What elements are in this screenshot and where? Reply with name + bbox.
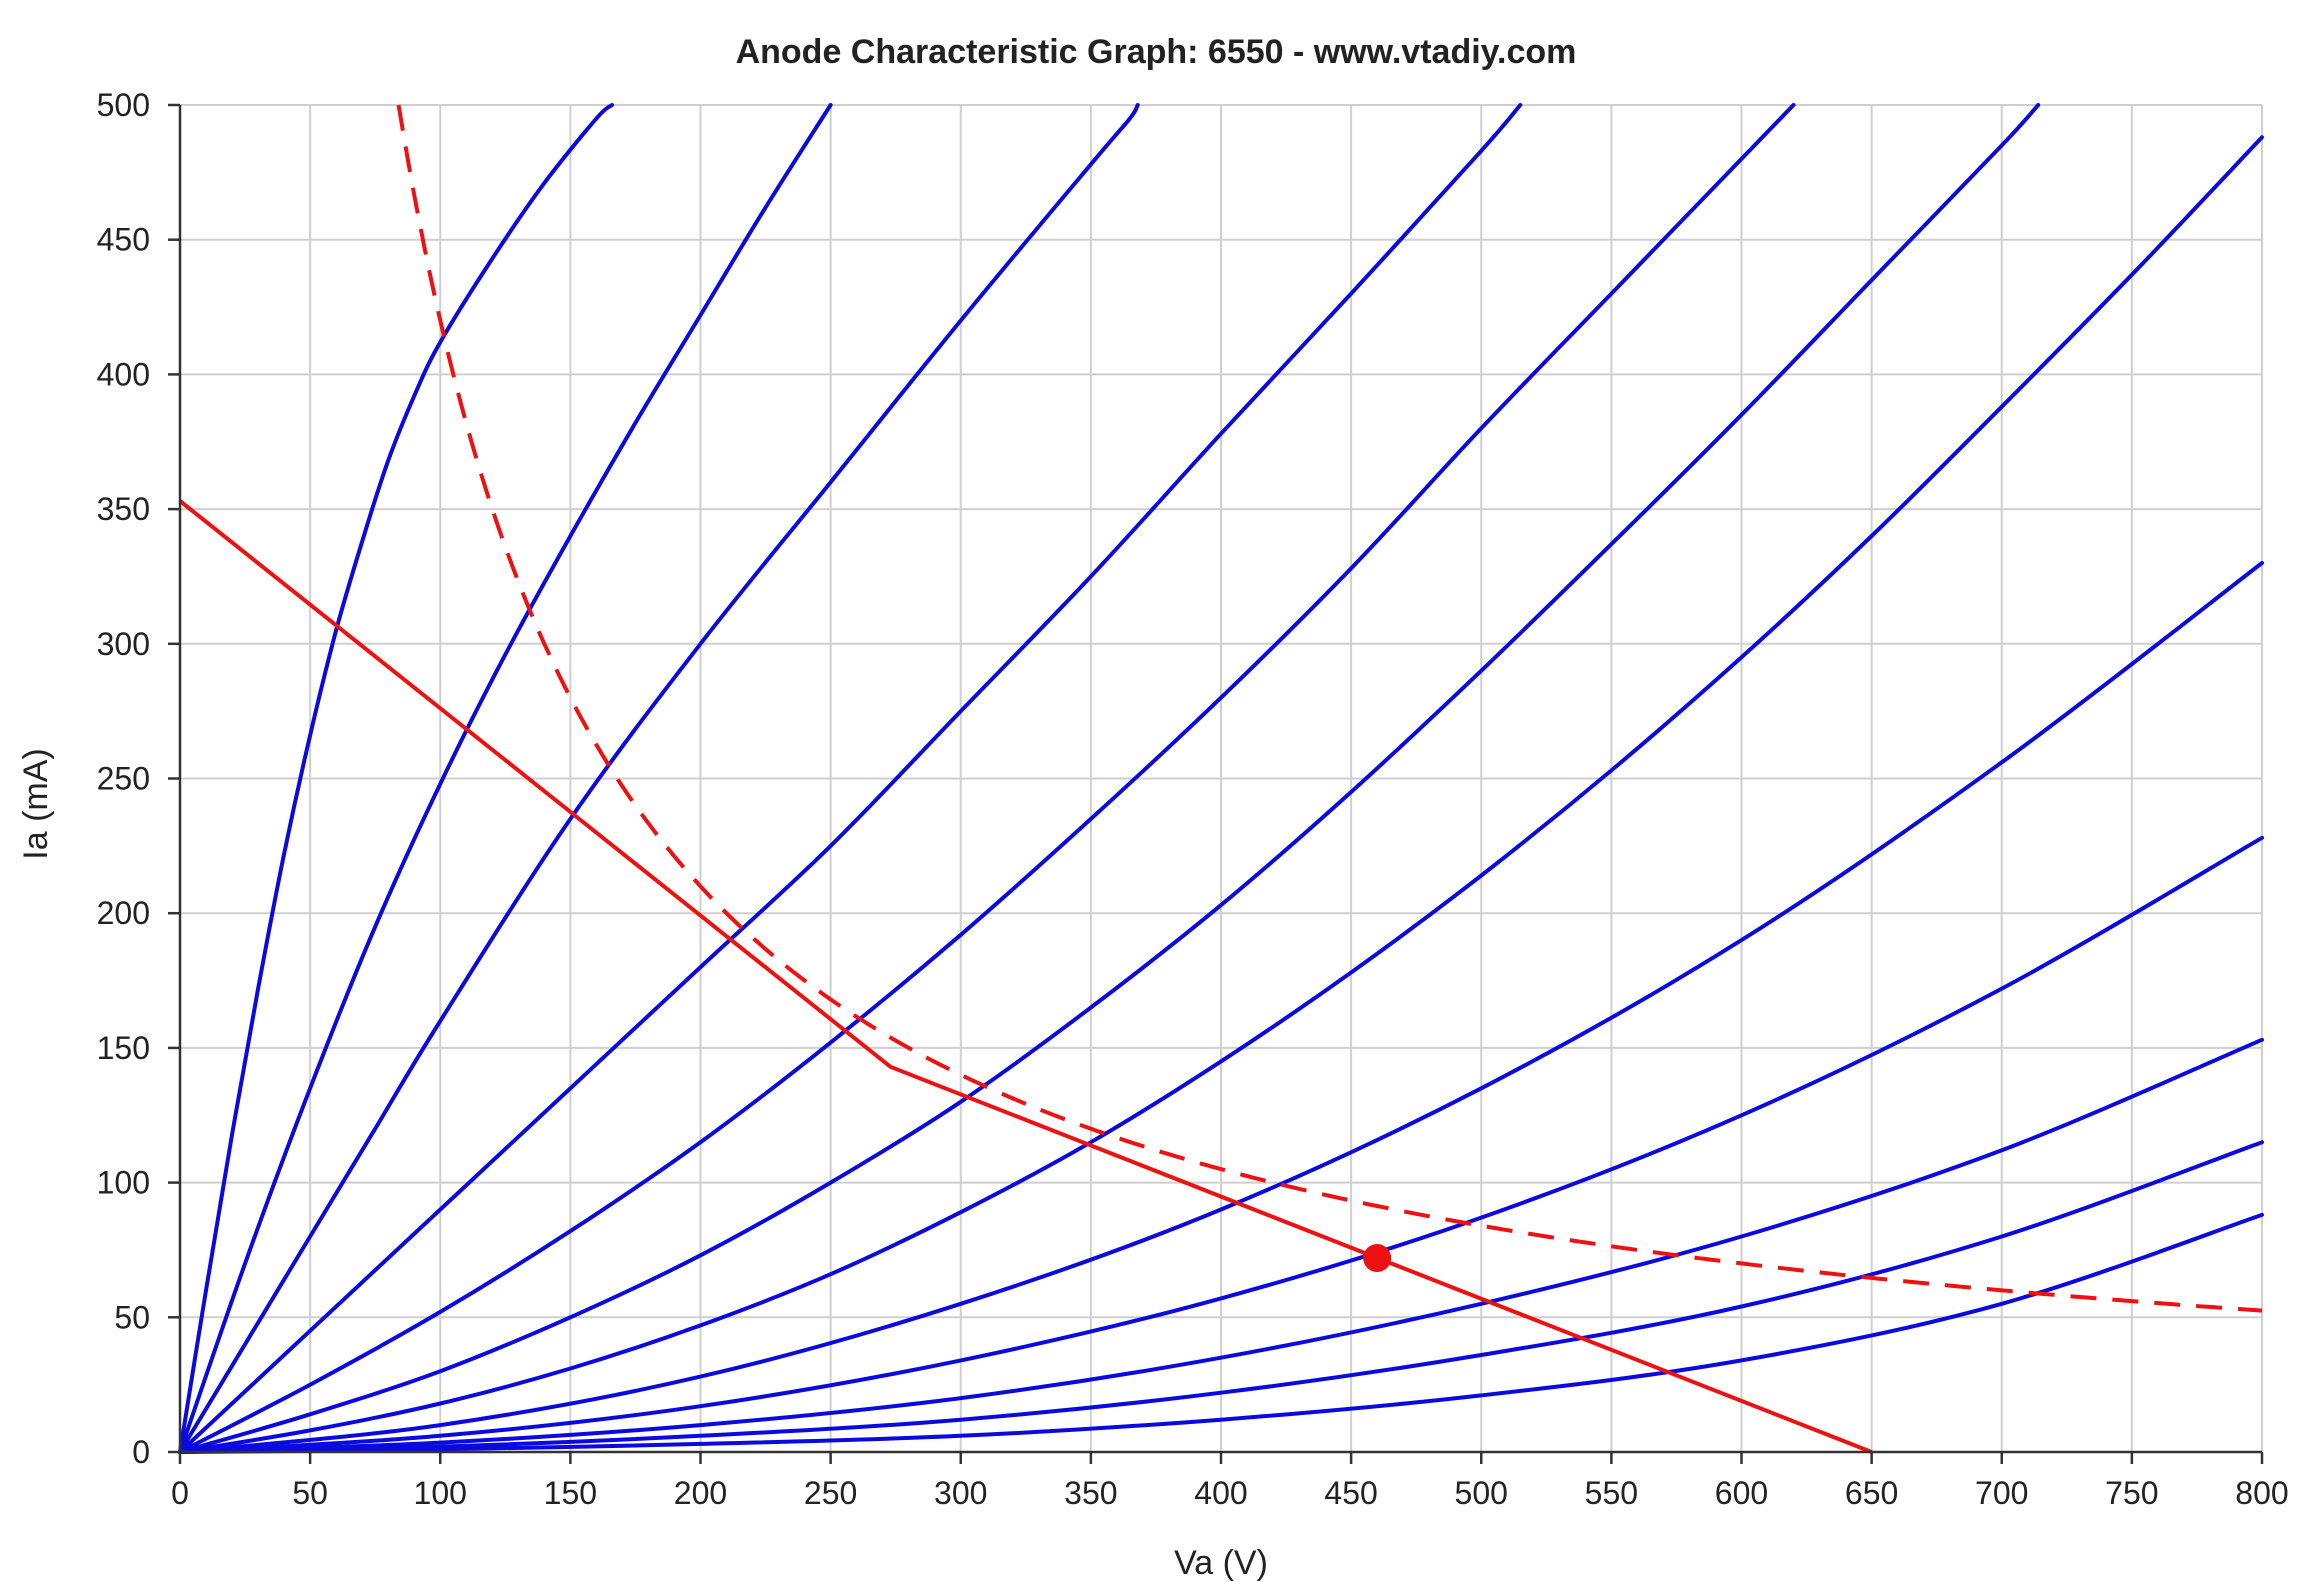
x-tick-label: 550 (1585, 1475, 1638, 1511)
y-axis-title: Ia (mA) (17, 748, 55, 859)
x-axis-title: Va (V) (1174, 1544, 1268, 1582)
y-tick-label: 0 (132, 1434, 150, 1470)
x-tick-label: 450 (1324, 1475, 1377, 1511)
y-tick-label: 500 (97, 87, 150, 123)
y-tick-label: 400 (97, 356, 150, 392)
anode-curve (178, 103, 1796, 1454)
load-line (178, 499, 1873, 1454)
anode-curve (178, 103, 1140, 1454)
x-tick-label: 400 (1194, 1475, 1247, 1511)
x-tick-label: 600 (1715, 1475, 1768, 1511)
x-tick-label: 350 (1064, 1475, 1117, 1511)
anode-curve (178, 1212, 2264, 1454)
anode-curve (178, 135, 2264, 1454)
operating-point (1363, 1244, 1392, 1273)
y-tick-label: 200 (97, 895, 150, 931)
load-lines (178, 104, 2263, 1454)
x-tick-label: 250 (804, 1475, 857, 1511)
y-tick-label: 350 (97, 491, 150, 527)
y-tick-label: 150 (97, 1030, 150, 1066)
y-tick-label: 100 (97, 1165, 150, 1201)
x-tick-label: 750 (2105, 1475, 2158, 1511)
x-tick-label: 300 (934, 1475, 987, 1511)
x-tick-label: 800 (2235, 1475, 2288, 1511)
y-tick-label: 250 (97, 761, 150, 797)
y-tick-label: 300 (97, 626, 150, 662)
x-tick-label: 700 (1975, 1475, 2028, 1511)
x-tick-label: 100 (414, 1475, 467, 1511)
anode-curve (178, 103, 2041, 1454)
y-tick-label: 50 (114, 1299, 150, 1335)
anode-curves (178, 103, 2264, 1454)
x-tick-label: 500 (1455, 1475, 1508, 1511)
x-tick-label: 0 (171, 1475, 189, 1511)
grid (179, 104, 2263, 1453)
anode-curve (178, 835, 2264, 1454)
x-tick-label: 150 (544, 1475, 597, 1511)
anode-curve (178, 1037, 2264, 1454)
anode-curve (178, 103, 833, 1454)
anode-curve (178, 103, 614, 1454)
anode-curve (178, 1140, 2264, 1454)
x-tick-label: 650 (1845, 1475, 1898, 1511)
x-tick-label: 200 (674, 1475, 727, 1511)
anode-curve (178, 103, 1523, 1454)
axes: 0 50 100 150 200 250 300 350 400 450 500 550 600 650 7… (97, 87, 2289, 1511)
max-dissipation-curve (396, 104, 2263, 1313)
x-tick-label: 50 (292, 1475, 328, 1511)
y-tick-label: 450 (97, 222, 150, 258)
chart-title: Anode Characteristic Graph: 6550 - www.v… (736, 33, 1577, 71)
